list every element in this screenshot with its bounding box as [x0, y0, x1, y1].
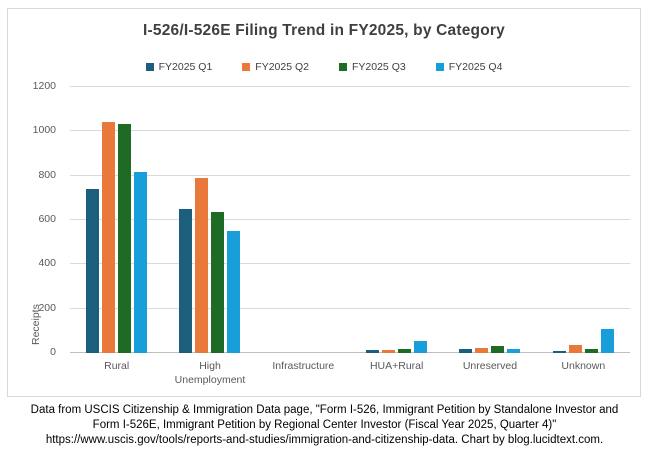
bar: [414, 340, 428, 353]
bar: [382, 349, 396, 353]
bar: [568, 344, 582, 353]
bar: [552, 351, 566, 353]
bar: [459, 348, 473, 353]
plot-area: [70, 86, 630, 353]
legend-item: FY2025 Q4: [435, 61, 503, 73]
legend-swatch-icon: [242, 63, 251, 71]
legend-item: FY2025 Q1: [145, 61, 213, 73]
y-tick-label: 200: [38, 301, 56, 314]
legend-label: FY2025 Q2: [255, 61, 309, 73]
gridline: [70, 307, 630, 309]
category-label: High Unemployment: [174, 360, 246, 386]
bar: [600, 328, 614, 353]
category-label: Infrastructure: [272, 360, 335, 372]
gridline: [70, 130, 630, 132]
bar: [211, 212, 225, 353]
bar-group: [163, 87, 256, 353]
gridline: [70, 174, 630, 176]
x-axis-labels: Rural High Unemployment Infrastructure HUA+…: [70, 359, 630, 387]
bar-groups: [70, 87, 630, 353]
y-tick-label: 1000: [32, 124, 56, 137]
y-tick-label: 400: [38, 257, 56, 270]
category-label: Unreserved: [462, 360, 518, 372]
y-tick-label: 0: [50, 346, 56, 358]
legend-swatch-icon: [339, 63, 347, 71]
category-label: Unknown: [561, 360, 606, 372]
legend-label: FY2025 Q1: [158, 61, 213, 73]
chart-title: I-526/I-526E Filing Trend in FY2025, by …: [143, 22, 505, 39]
footer-line: Data from USCIS Citizenship & Immigratio…: [30, 404, 619, 416]
gridline: [70, 86, 630, 87]
bar: [179, 208, 193, 353]
y-tick-label: 1200: [32, 80, 56, 92]
bar: [195, 177, 209, 353]
legend-item: FY2025 Q3: [339, 61, 406, 73]
category-label: HUA+Rural: [369, 360, 424, 372]
footer-line: Form I-526E, Immigrant Petition by Regio…: [92, 419, 557, 431]
y-axis: 0 200 400 600 800 1000 1200: [8, 80, 62, 358]
bar-group: [70, 87, 163, 353]
gridline: [70, 263, 630, 265]
category-label: Rural: [104, 360, 130, 372]
gridline: [70, 352, 630, 353]
bar: [584, 349, 598, 353]
legend: FY2025 Q1 FY2025 Q2 FY2025 Q3 FY2025 Q4: [8, 61, 640, 73]
bar: [86, 188, 100, 353]
bar: [491, 346, 505, 353]
legend-label: FY2025 Q4: [448, 61, 503, 73]
bar: [366, 349, 380, 353]
legend-swatch-icon: [435, 63, 444, 71]
y-tick-label: 800: [38, 168, 56, 181]
bar-group: [350, 87, 443, 353]
bar-group: [537, 87, 630, 353]
bar: [227, 231, 241, 353]
legend-label: FY2025 Q3: [352, 61, 406, 73]
y-tick-label: 600: [38, 213, 56, 225]
gridline: [70, 219, 630, 220]
bar: [398, 349, 412, 353]
bar: [475, 347, 489, 353]
footer-line: https://www.uscis.gov/tools/reports-and-…: [45, 434, 604, 446]
chart-frame: I-526/I-526E Filing Trend in FY2025, by …: [7, 8, 641, 397]
footer-caption: Data from USCIS Citizenship & Immigratio…: [0, 403, 649, 448]
bar-group: [257, 87, 350, 353]
bar-group: [443, 87, 536, 353]
bar: [118, 123, 132, 353]
bar: [102, 122, 116, 353]
bar: [134, 172, 148, 353]
bar: [507, 348, 521, 353]
legend-swatch-icon: [145, 63, 154, 71]
legend-item: FY2025 Q2: [242, 61, 309, 73]
